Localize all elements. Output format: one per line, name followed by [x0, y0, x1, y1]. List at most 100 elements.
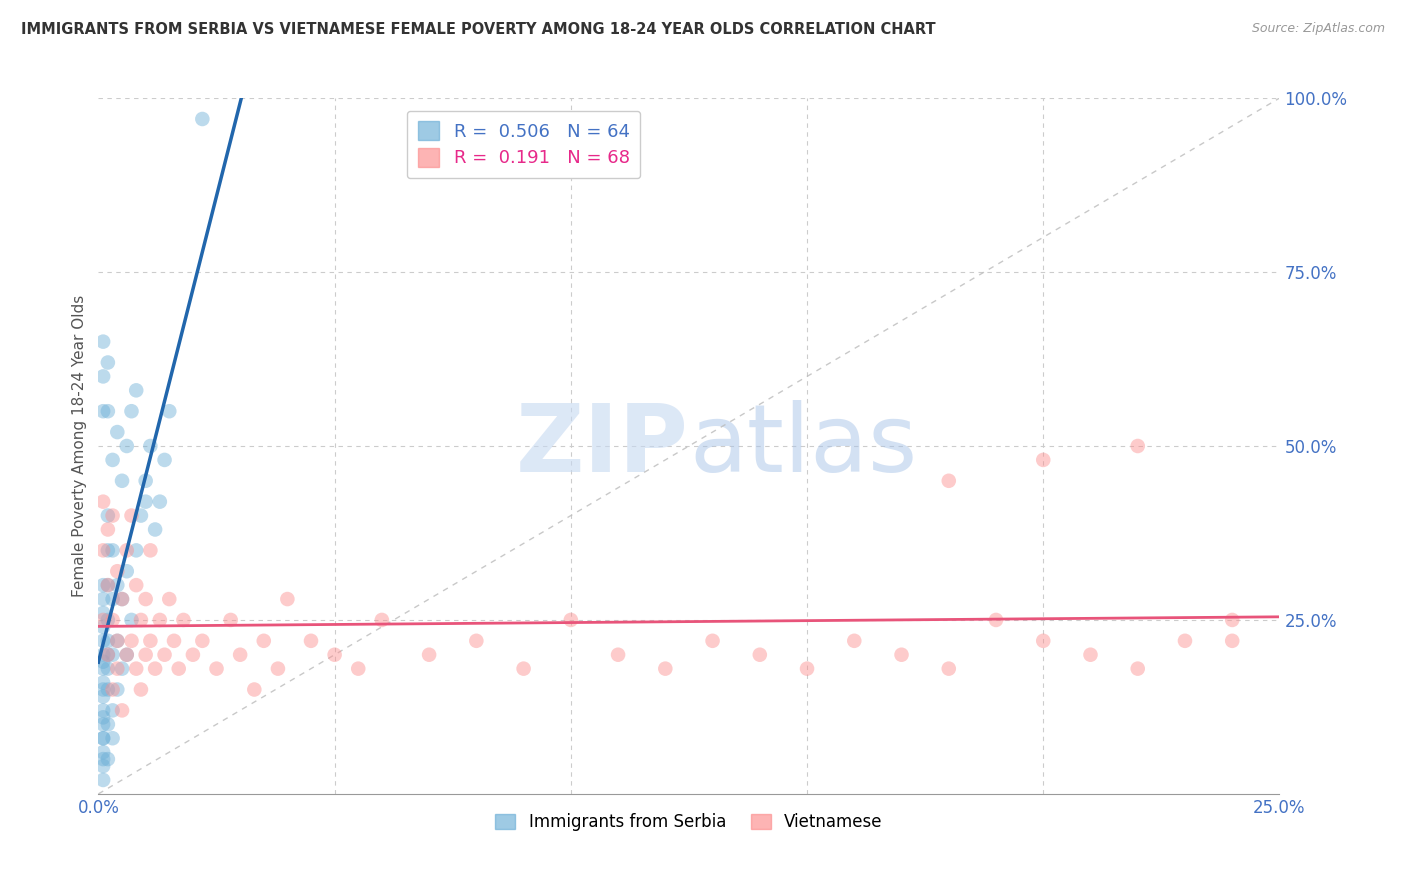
Point [191, 112, 214, 126]
Point [135, 592, 157, 607]
Point [91, 690, 114, 704]
Point [1220, 633, 1243, 648]
Point [121, 404, 143, 418]
Point [139, 439, 162, 453]
Point [115, 439, 138, 453]
Point [243, 682, 266, 697]
Point [115, 543, 138, 558]
Point [105, 564, 128, 578]
Point [1126, 662, 1149, 676]
Point [101, 731, 124, 746]
Point [101, 648, 124, 662]
Point [139, 633, 162, 648]
Point [135, 474, 157, 488]
Point [91, 745, 114, 759]
Point [97, 633, 120, 648]
Point [607, 648, 630, 662]
Point [111, 474, 134, 488]
Point [1174, 633, 1197, 648]
Point [111, 592, 134, 607]
Point [105, 633, 128, 648]
Point [91, 731, 114, 746]
Point [97, 404, 120, 418]
Point [560, 613, 582, 627]
Point [229, 648, 252, 662]
Y-axis label: Female Poverty Among 18-24 Year Olds: Female Poverty Among 18-24 Year Olds [72, 295, 87, 597]
Point [111, 703, 134, 717]
Point [91, 613, 114, 627]
Point [97, 682, 120, 697]
Point [97, 578, 120, 592]
Point [101, 592, 124, 607]
Point [135, 648, 157, 662]
Point [115, 648, 138, 662]
Point [105, 662, 128, 676]
Point [702, 633, 724, 648]
Point [219, 613, 242, 627]
Point [91, 662, 114, 676]
Point [163, 633, 186, 648]
Point [91, 675, 114, 690]
Point [347, 662, 370, 676]
Point [91, 752, 114, 766]
Point [1126, 439, 1149, 453]
Point [512, 662, 534, 676]
Text: ZIP: ZIP [516, 400, 689, 492]
Legend: Immigrants from Serbia, Vietnamese: Immigrants from Serbia, Vietnamese [488, 806, 890, 838]
Text: atlas: atlas [689, 400, 917, 492]
Point [97, 523, 120, 537]
Point [748, 648, 770, 662]
Point [97, 752, 120, 766]
Point [1032, 453, 1054, 467]
Point [654, 662, 676, 676]
Point [125, 543, 148, 558]
Point [143, 523, 166, 537]
Point [267, 662, 290, 676]
Point [191, 633, 214, 648]
Point [149, 494, 172, 508]
Point [465, 633, 488, 648]
Point [105, 633, 128, 648]
Point [91, 772, 114, 787]
Point [323, 648, 346, 662]
Point [91, 682, 114, 697]
Point [97, 508, 120, 523]
Point [97, 355, 120, 369]
Point [91, 717, 114, 731]
Point [371, 613, 394, 627]
Point [91, 648, 114, 662]
Point [91, 731, 114, 746]
Point [167, 662, 190, 676]
Point [1220, 613, 1243, 627]
Point [844, 633, 866, 648]
Point [101, 703, 124, 717]
Point [101, 543, 124, 558]
Point [1032, 633, 1054, 648]
Point [153, 648, 176, 662]
Point [91, 369, 114, 384]
Point [253, 633, 276, 648]
Point [101, 508, 124, 523]
Point [97, 648, 120, 662]
Point [129, 508, 152, 523]
Point [105, 425, 128, 439]
Point [91, 703, 114, 717]
Point [91, 655, 114, 669]
Point [91, 633, 114, 648]
Point [125, 384, 148, 398]
Point [91, 606, 114, 620]
Point [115, 648, 138, 662]
Point [101, 453, 124, 467]
Point [101, 682, 124, 697]
Point [121, 613, 143, 627]
Point [157, 592, 180, 607]
Point [205, 662, 228, 676]
Point [97, 717, 120, 731]
Point [125, 662, 148, 676]
Point [111, 662, 134, 676]
Point [91, 710, 114, 724]
Point [129, 682, 152, 697]
Point [157, 404, 180, 418]
Point [181, 648, 204, 662]
Text: Source: ZipAtlas.com: Source: ZipAtlas.com [1251, 22, 1385, 36]
